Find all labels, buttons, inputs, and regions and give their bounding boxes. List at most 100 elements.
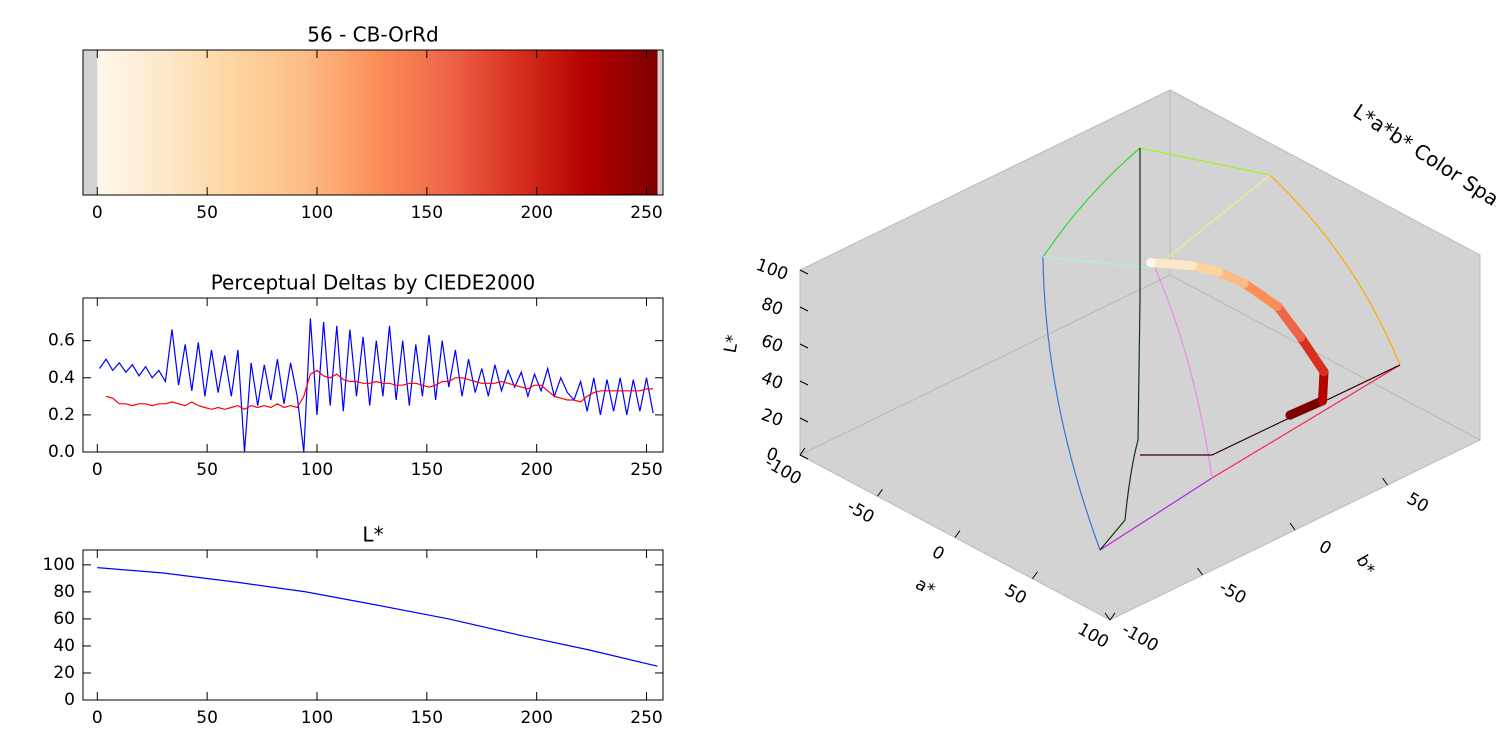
- x-tick-label: 0: [928, 542, 947, 565]
- x-tick: [954, 530, 961, 538]
- gamut-edge: [1140, 364, 1401, 456]
- y-tick: [1104, 612, 1111, 621]
- gamut-edge: [1042, 256, 1101, 551]
- curve-point: [1285, 410, 1295, 420]
- y-tick-label: 80: [53, 582, 75, 602]
- curve-segment: [1146, 258, 1197, 271]
- x-tick-label: 0: [92, 708, 103, 728]
- x-tick-label: -50: [843, 497, 877, 528]
- y-tick: [1197, 567, 1203, 576]
- x-tick-label: 250: [630, 708, 662, 728]
- curve-segment: [1285, 396, 1327, 420]
- x-tick-label: 250: [630, 460, 662, 480]
- curve-point: [1318, 396, 1327, 406]
- curve-point: [1296, 332, 1306, 342]
- x-tick-label: 100: [301, 203, 333, 223]
- colorbar: [97, 50, 658, 195]
- y-tick-label: 0.6: [48, 331, 75, 351]
- curve-point: [1146, 258, 1156, 268]
- z-tick: [799, 380, 809, 386]
- y-tick-label: 60: [53, 609, 75, 629]
- z-tick: [799, 306, 809, 312]
- plot-frame: [82, 49, 664, 196]
- y-tick-label: 0: [64, 690, 75, 710]
- x-tick-label: 50: [196, 708, 218, 728]
- y-tick-label: 0.4: [48, 368, 75, 388]
- y-tick: [1382, 477, 1388, 486]
- x-tick-label: 50: [196, 203, 218, 223]
- z-tick-label: 20: [758, 405, 785, 431]
- z-tick: [799, 454, 809, 460]
- z-tick: [799, 343, 809, 349]
- x-tick-label: -100: [761, 453, 804, 490]
- y-tick: [1289, 522, 1296, 531]
- curve-segment: [1239, 278, 1282, 311]
- curve-point: [1319, 367, 1329, 377]
- y-tick-label: 0.2: [48, 405, 75, 425]
- z-tick-label: 80: [758, 294, 785, 320]
- z-tick-label: 100: [753, 255, 790, 285]
- y-tick-label: 0: [1315, 537, 1334, 560]
- plot-frame: [82, 549, 664, 701]
- line: [97, 567, 658, 667]
- curve-point: [1214, 267, 1224, 277]
- z-tick-label: 40: [758, 368, 785, 394]
- curve-segment: [1296, 332, 1329, 377]
- y-tick-label: -100: [1118, 620, 1161, 657]
- curve-point: [1239, 278, 1249, 288]
- x-tick-label: 50: [196, 460, 218, 480]
- gamut-edge: [1269, 174, 1401, 366]
- x-tick: [799, 447, 806, 456]
- z-tick: [799, 269, 809, 275]
- line: [99, 318, 654, 453]
- x-tick: [1032, 571, 1038, 580]
- gamut-edge: [1099, 477, 1213, 551]
- x-tick-label: 200: [520, 203, 552, 223]
- plot-frame: [82, 297, 664, 453]
- z-tick-label: 60: [758, 331, 785, 357]
- x-tick-label: 0: [92, 460, 103, 480]
- x-tick-label: 150: [411, 203, 443, 223]
- curve-segment: [1273, 301, 1306, 342]
- chart-title: Perceptual Deltas by CIEDE2000: [211, 271, 536, 295]
- curve-point: [1273, 301, 1282, 311]
- z-axis-label: L*: [721, 333, 744, 354]
- x-tick-label: 100: [1074, 619, 1112, 653]
- y-tick-label: 50: [1403, 489, 1432, 517]
- x-axis-label: a*: [912, 574, 938, 601]
- y-tick-label: 0.0: [48, 442, 75, 462]
- x-tick-label: 200: [520, 708, 552, 728]
- floor: [798, 274, 1482, 621]
- gamut-edge: [1099, 148, 1141, 551]
- x-tick-label: 150: [411, 708, 443, 728]
- curve-segment: [1214, 267, 1249, 288]
- curve-segment: [1318, 367, 1329, 406]
- y-tick-label: 100: [43, 555, 75, 575]
- chart-title: L*: [362, 523, 383, 547]
- x-tick-label: 150: [411, 460, 443, 480]
- y-tick-label: 40: [53, 636, 75, 656]
- x-tick-label: 250: [630, 203, 662, 223]
- y-tick-label: -50: [1215, 577, 1249, 608]
- gamut-edge: [1042, 147, 1141, 258]
- x-tick-label: 200: [520, 460, 552, 480]
- x-tick-label: 0: [92, 203, 103, 223]
- x-tick: [877, 488, 883, 497]
- z-tick: [799, 417, 809, 423]
- line: [105, 369, 654, 410]
- x-tick-label: 100: [301, 460, 333, 480]
- y-tick-label: 20: [53, 663, 75, 683]
- gamut-edge: [1042, 256, 1156, 269]
- gamut-outline: [1042, 147, 1401, 551]
- gamut-edge: [1154, 174, 1271, 269]
- y-axis-label: b*: [1352, 552, 1379, 579]
- gamut-edge: [1211, 364, 1401, 479]
- chart-title: 56 - CB-OrRd: [307, 23, 438, 47]
- x-tick: [1109, 612, 1116, 621]
- gamut-edge: [1139, 147, 1271, 176]
- x-tick-label: 100: [301, 708, 333, 728]
- gamut-edge: [1154, 267, 1213, 479]
- x-tick-label: 50: [1001, 581, 1030, 609]
- curve-point: [1188, 261, 1197, 271]
